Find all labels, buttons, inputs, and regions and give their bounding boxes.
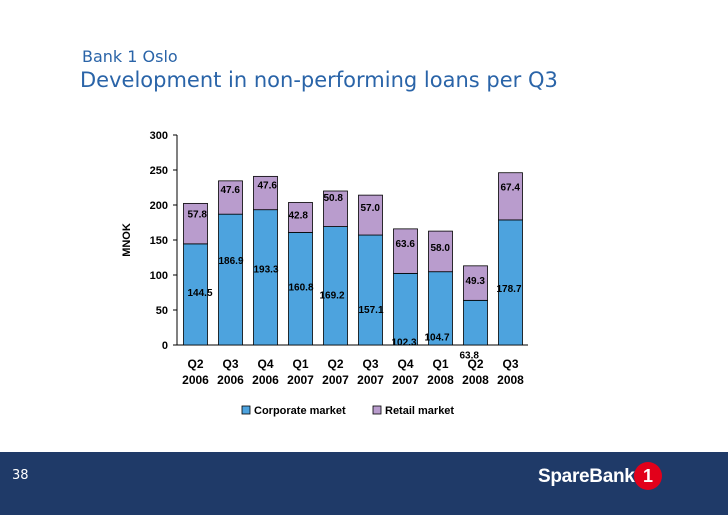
bar-retail-market: [428, 230, 453, 273]
bar-corporate-market: [218, 213, 243, 346]
legend-swatch: [241, 405, 251, 415]
data-label-retail: 47.6: [221, 185, 241, 196]
data-label-corporate: 193.3: [254, 265, 279, 276]
y-tick-label: 0: [162, 340, 168, 352]
bar-corporate-market: [323, 226, 348, 346]
bar-corporate-market: [463, 299, 488, 346]
data-label-retail: 67.4: [501, 183, 521, 194]
data-label-corporate: 160.8: [289, 282, 314, 293]
bar-retail-market: [323, 190, 348, 227]
legend-swatch: [372, 405, 382, 415]
y-tick-label: 300: [150, 130, 168, 142]
x-tick-label-quarter: Q3: [502, 357, 518, 371]
x-tick-label-year: 2007: [392, 373, 419, 387]
data-label-retail: 63.6: [396, 239, 416, 250]
x-tick-label-quarter: Q1: [432, 357, 448, 371]
bar-retail-market: [288, 202, 313, 233]
x-tick-label-quarter: Q3: [362, 357, 378, 371]
bar-retail-market: [218, 180, 243, 215]
y-axis-title: MNOK: [121, 223, 133, 257]
data-label-retail: 42.8: [289, 210, 309, 221]
x-tick-label-year: 2006: [252, 373, 279, 387]
data-label-corporate: 169.2: [320, 291, 345, 302]
y-tick-label: 50: [156, 305, 168, 317]
x-tick-label-quarter: Q2: [187, 357, 203, 371]
bar-retail-market: [253, 175, 278, 211]
data-label-retail: 58.0: [431, 243, 451, 254]
bar-corporate-market: [393, 272, 418, 346]
x-tick-label-year: 2008: [462, 373, 489, 387]
stacked-bar-chart: 0 50 100 150 200 250 300 MNOK 144.5 57.8 Q2 2006 186…: [121, 130, 528, 417]
bar-retail-market: [498, 172, 523, 221]
bar-corporate-market: [428, 271, 453, 346]
data-label-retail: 57.0: [361, 203, 381, 214]
logo-text: SpareBank: [538, 466, 635, 487]
data-label-corporate: 186.9: [219, 256, 244, 267]
footer-bar: 38 SpareBank 1: [0, 452, 728, 515]
page-title: Development in non-performing loans per …: [80, 68, 558, 92]
y-tick-label: 200: [150, 200, 168, 212]
bar-corporate-market: [358, 234, 383, 346]
x-tick-label-quarter: Q4: [397, 357, 413, 371]
x-tick-label-year: 2007: [357, 373, 384, 387]
bar-corporate-market: [253, 209, 278, 346]
bar-retail-market: [463, 265, 488, 301]
data-label-retail: 47.6: [258, 180, 278, 191]
logo-mark: 1: [634, 462, 662, 490]
data-label-corporate: 157.1: [359, 305, 384, 316]
bar-corporate-market: [498, 219, 523, 346]
legend-label: Corporate market: [254, 405, 346, 417]
data-label-corporate: 102.3: [392, 337, 417, 348]
y-tick-label: 150: [150, 235, 168, 247]
y-tick-label: 100: [150, 270, 168, 282]
x-tick-label-quarter: Q2: [467, 357, 483, 371]
sparebank-logo: SpareBank 1: [538, 460, 662, 496]
x-tick-label-year: 2007: [322, 373, 349, 387]
data-label-corporate: 104.7: [425, 333, 450, 344]
data-label-retail: 49.3: [466, 276, 486, 287]
bar-retail-market: [393, 228, 418, 274]
x-tick-label-quarter: Q2: [327, 357, 343, 371]
legend-label: Retail market: [385, 405, 454, 417]
bar-corporate-market: [288, 232, 313, 346]
x-tick-label-year: 2008: [427, 373, 454, 387]
data-label-corporate: 63.8: [460, 350, 480, 361]
data-label-corporate: 178.7: [497, 284, 522, 295]
data-label-corporate: 144.5: [188, 288, 213, 299]
x-tick-label-quarter: Q3: [222, 357, 238, 371]
x-tick-label-year: 2006: [217, 373, 244, 387]
data-label-retail: 57.8: [188, 209, 208, 220]
x-tick-label-year: 2008: [497, 373, 524, 387]
x-tick-label-year: 2006: [182, 373, 209, 387]
x-tick-label-quarter: Q4: [257, 357, 273, 371]
bar-retail-market: [183, 202, 208, 245]
x-tick-label-year: 2007: [287, 373, 314, 387]
header-kicker: Bank 1 Oslo: [82, 47, 178, 66]
x-tick-label-quarter: Q1: [292, 357, 308, 371]
bar-retail-market: [358, 194, 383, 236]
data-label-retail: 50.8: [324, 193, 344, 204]
page-number: 38: [12, 468, 29, 483]
y-tick-label: 250: [150, 165, 168, 177]
